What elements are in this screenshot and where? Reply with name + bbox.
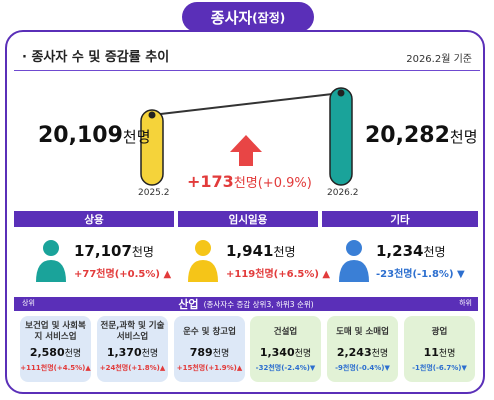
- category-bar-temporary: 임시일용: [178, 211, 318, 227]
- divider: [14, 70, 480, 71]
- person-yellow-icon: [188, 240, 218, 282]
- industry-card: 운수 및 창고업 789천명 +15천명(+1.9%)▲: [174, 316, 245, 382]
- total-2025: 20,109천명: [38, 123, 151, 148]
- up-arrow-icon: ▲: [85, 364, 91, 372]
- other-change: -23천명(-1.8%) ▼: [376, 269, 465, 280]
- year-2026-label: 2026.2: [327, 188, 359, 198]
- date-note: 2026.2월 기준: [406, 54, 472, 65]
- main-frame: [5, 30, 485, 394]
- industry-bar: 산업 (종사자수 증감 상위3, 하위3 순위): [14, 297, 478, 311]
- temporary-value: 1,941천명: [226, 242, 296, 260]
- down-arrow-icon: ▼: [453, 269, 465, 280]
- other-value: 1,234천명: [376, 242, 446, 260]
- down-arrow-icon: ▼: [309, 364, 316, 372]
- section-subtitle: · 종사자 수 및 증감률 추이: [22, 50, 170, 65]
- total-2026: 20,282천명: [365, 123, 478, 148]
- regular-change: +77천명(+0.5%) ▲: [74, 269, 172, 280]
- industry-title: 산업: [178, 298, 199, 311]
- pillar-2025: [140, 109, 164, 186]
- person-teal-icon: [36, 240, 66, 282]
- category-bar-other: 기타: [322, 211, 478, 227]
- year-2025-label: 2025.2: [138, 188, 170, 198]
- pillar-2026-dot: [337, 89, 345, 97]
- regular-value: 17,107천명: [74, 242, 154, 260]
- pillar-2026: [329, 87, 353, 186]
- person-blue-icon: [339, 240, 369, 282]
- industry-card: 광업 11천명 -1천명(-6.7%)▼: [404, 316, 475, 382]
- down-arrow-icon: ▼: [461, 364, 467, 372]
- temporary-change: +119천명(+6.5%) ▲: [226, 269, 331, 280]
- industry-card: 전문,과학 및 기술 서비스업 1,370천명 +24천명(+1.8%)▲: [97, 316, 168, 382]
- up-arrow-icon: [230, 135, 262, 166]
- page-title: 종사자: [210, 8, 253, 27]
- pillar-2025-dot: [148, 111, 156, 119]
- trend-line: [151, 92, 342, 116]
- total-change: +173천명(+0.9%): [187, 172, 312, 191]
- page-title-tab: 종사자 (잠정): [182, 2, 314, 32]
- industry-card: 도매 및 소매업 2,243천명 -9천명(-0.4%)▼: [327, 316, 398, 382]
- category-bar-regular: 상용: [14, 211, 174, 227]
- up-arrow-icon: ▲: [159, 364, 166, 372]
- industry-bottom-label: 하위: [459, 299, 472, 307]
- up-arrow-icon: ▲: [318, 269, 331, 280]
- industry-note: (종사자수 증감 상위3, 하위3 순위): [203, 299, 314, 309]
- industry-card: 건설업 1,340천명 -32천명(-2.4%)▼: [250, 316, 321, 382]
- up-arrow-icon: ▲: [159, 269, 172, 280]
- down-arrow-icon: ▼: [384, 364, 390, 372]
- up-arrow-icon: ▲: [236, 364, 243, 372]
- industry-top-label: 상위: [22, 299, 35, 307]
- page-title-paren: (잠정): [252, 10, 286, 25]
- industry-card: 보건업 및 사회복지 서비스업 2,580천명 +111천명(+4.5%)▲: [20, 316, 91, 382]
